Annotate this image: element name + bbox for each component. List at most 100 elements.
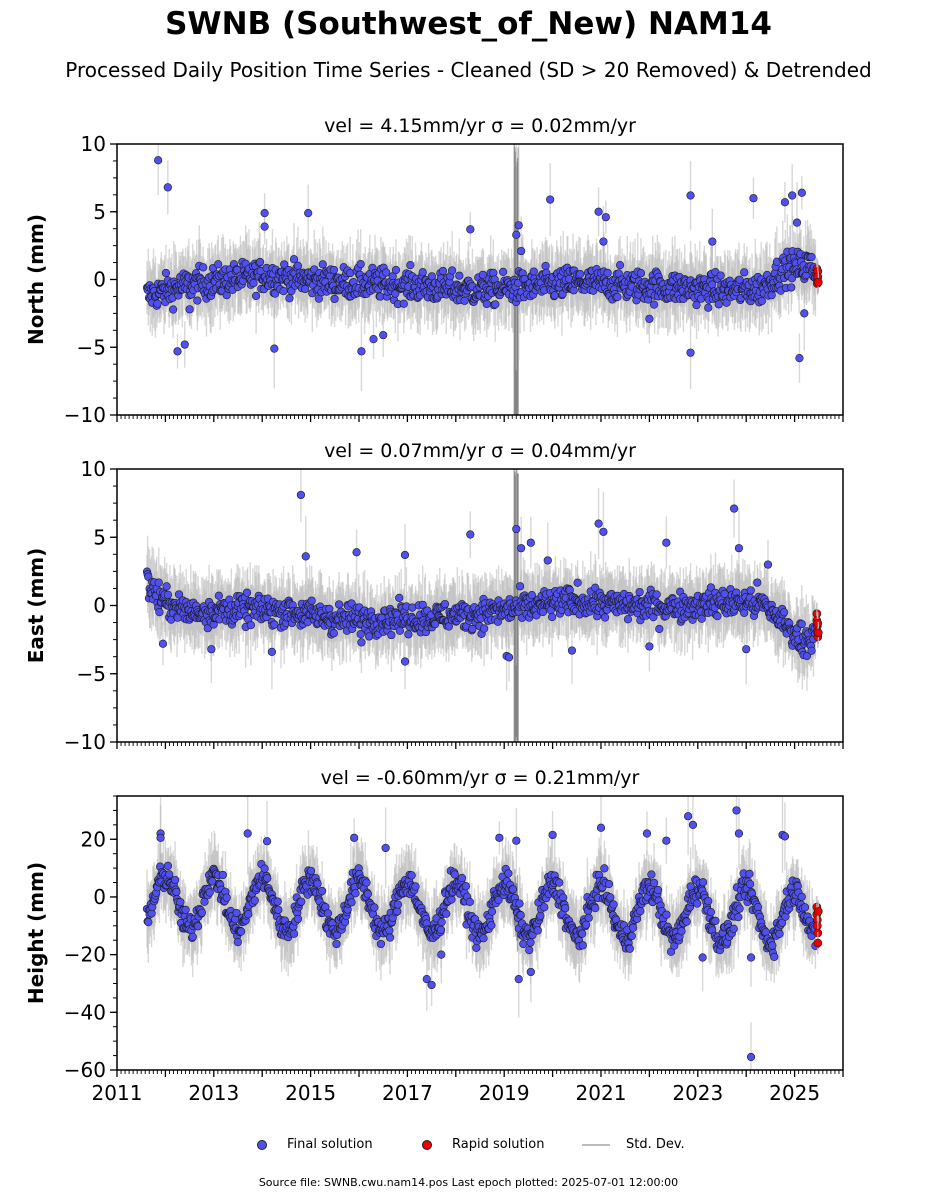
final-solution-point (154, 578, 163, 587)
final-solution-point (601, 213, 610, 222)
final-solution-point (706, 583, 715, 592)
final-solution-point (615, 261, 625, 270)
final-solution-point (749, 194, 758, 203)
final-solution-point (399, 299, 408, 308)
final-solution-point (763, 560, 773, 569)
final-solution-point (289, 255, 299, 264)
final-solution-point (515, 582, 525, 591)
x-ticks-north (116, 415, 844, 422)
final-solution-point (438, 266, 448, 276)
final-solution-point (155, 607, 164, 617)
final-solution-point (466, 225, 475, 234)
final-solution-point (330, 294, 339, 304)
panel-east: vel = 0.07mm/yr σ = 0.04mm/yr East (mm) −1… (24, 440, 844, 754)
final-solution-point (546, 195, 555, 204)
final-solution-point (379, 330, 388, 340)
chart-subtitle: Processed Daily Position Time Series - C… (65, 58, 872, 82)
final-solution-point (382, 268, 391, 277)
final-solution-point (214, 260, 223, 269)
final-solution-point (260, 222, 269, 231)
final-solution-point (279, 287, 288, 296)
final-solution-points-east (142, 490, 820, 666)
final-solution-point (491, 300, 500, 309)
final-solution-point (246, 621, 255, 630)
final-solution-point (391, 265, 401, 275)
final-solution-point (514, 221, 523, 230)
y-tick-label: 0 (93, 268, 106, 292)
final-solution-point (163, 590, 173, 599)
final-solution-point (395, 593, 404, 602)
rapid-solution-point (814, 628, 823, 638)
final-solution-point (797, 619, 806, 629)
final-solution-point (729, 504, 739, 513)
final-solution-point (716, 271, 725, 280)
final-solution-point (767, 291, 776, 300)
final-solution-point (623, 615, 633, 624)
final-solution-point (517, 544, 526, 553)
final-solution-point (440, 599, 450, 609)
final-solution-point (480, 624, 489, 633)
panel-title-east: vel = 0.07mm/yr σ = 0.04mm/yr (324, 440, 636, 462)
final-solution-point (746, 586, 755, 595)
final-solution-point (173, 347, 182, 356)
final-solution-point (655, 624, 664, 634)
final-solution-point (199, 263, 208, 272)
y-axis-label-north: North (mm) (24, 214, 48, 345)
final-solution-point (400, 657, 410, 666)
final-solution-point (369, 335, 378, 344)
final-solution-point (444, 622, 453, 631)
y-tick-label: −10 (64, 730, 106, 754)
final-solution-point (174, 590, 184, 599)
final-solution-point (527, 591, 536, 600)
final-solution-point (526, 538, 535, 547)
final-solution-point (722, 298, 731, 307)
final-solution-point (301, 552, 310, 561)
final-solution-point (400, 550, 410, 560)
final-solution-point (599, 237, 608, 246)
final-solution-point (567, 646, 577, 655)
final-solution-point (267, 647, 276, 657)
final-solution-point (431, 619, 440, 629)
final-solution-point (686, 191, 695, 200)
final-solution-point (635, 587, 644, 597)
final-solution-point (214, 591, 223, 600)
final-solution-point (270, 289, 280, 298)
final-solution-point (255, 257, 265, 267)
final-solution-point (153, 299, 162, 308)
final-solution-point (207, 645, 216, 654)
final-solution-point (169, 305, 178, 314)
final-solution-point (252, 291, 261, 300)
final-solution-point (714, 300, 723, 309)
y-tick-label: 0 (93, 594, 106, 618)
final-solution-point (242, 588, 252, 597)
final-solution-point (301, 284, 310, 294)
final-solution-point (357, 638, 366, 647)
final-solution-point (603, 268, 612, 278)
final-solution-point (529, 267, 538, 276)
final-solution-point (779, 608, 789, 617)
final-solution-point (329, 265, 338, 275)
final-solution-point (802, 651, 812, 661)
final-solution-point (406, 261, 415, 270)
final-solution-point (193, 296, 202, 305)
final-solution-point (307, 596, 316, 605)
final-solution-point (304, 209, 313, 218)
final-solution-point (713, 612, 722, 621)
y-tick-label: 5 (93, 525, 106, 549)
final-solution-point (599, 527, 608, 536)
final-solution-point (356, 259, 365, 269)
final-solution-point (357, 347, 366, 356)
final-solution-point (636, 269, 646, 278)
final-solution-point (163, 183, 172, 192)
final-solution-points-north (142, 156, 820, 363)
final-solution-point (797, 188, 806, 197)
y-ticks-east: −10 −5 0 5 10 (64, 457, 117, 754)
plot-area-north (142, 144, 823, 415)
final-solution-point (645, 314, 654, 323)
final-solution-point (697, 614, 706, 623)
final-solution-point (468, 624, 477, 634)
final-solution-point (335, 600, 344, 609)
final-solution-point (154, 156, 163, 165)
final-solution-point (512, 524, 521, 534)
final-solution-point (742, 645, 751, 654)
